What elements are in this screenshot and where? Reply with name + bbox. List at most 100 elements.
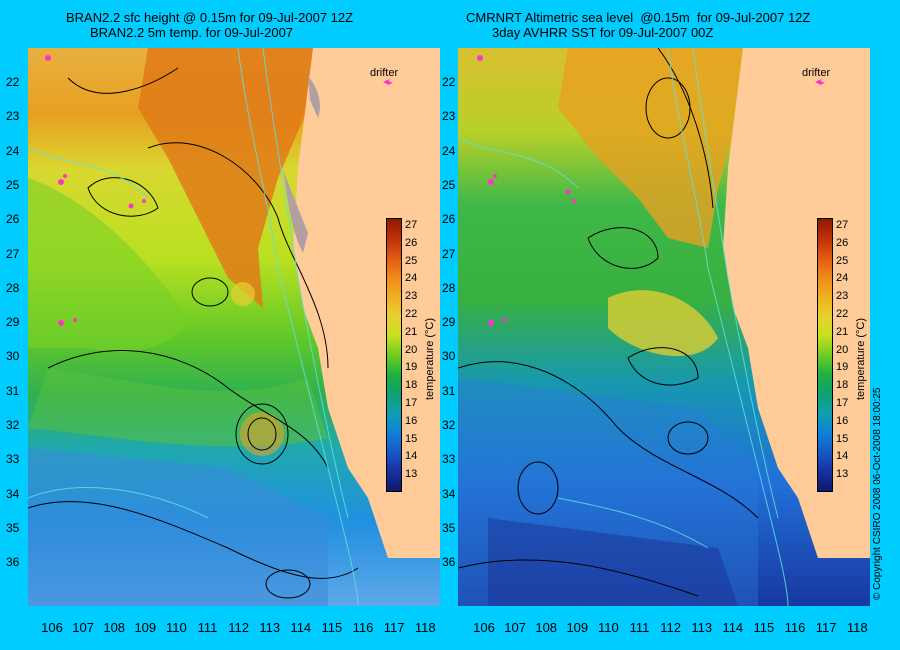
longitude-label: 113 [259,620,281,635]
latitude-label: 33 [6,452,20,467]
longitude-label: 115 [753,620,775,635]
latitude-label: 23 [442,109,456,124]
colorbar-title: temperature (°C) [424,317,436,400]
latitude-label: 32 [442,418,456,432]
left-drifter-marker-icon [383,79,393,85]
longitude-label: 106 [473,620,495,635]
latitude-label: 35 [6,520,20,535]
latitude-label: 24 [442,143,456,158]
longitude-label: 118 [846,620,868,635]
colorbar-tick-label: 23 [405,290,418,303]
longitude-label: 111 [629,620,650,635]
latitude-label: 24 [6,143,20,158]
colorbar-tick-label: 20 [836,343,849,356]
latitude-label: 26 [6,212,20,227]
colorbar-tick-label: 27 [836,219,849,231]
colorbar-tick-label: 20 [405,343,418,356]
colorbar-tick-label: 26 [836,236,849,249]
colorbar-tick-label: 24 [836,272,849,285]
latitude-label: 29 [6,315,20,330]
longitude-label: 109 [134,620,157,635]
colorbar-tick-label: 26 [405,236,418,249]
colorbar-title: temperature (°C) [855,317,867,400]
longitude-label: 114 [290,620,312,635]
colorbar-tick-label: 22 [836,308,849,320]
longitude-label: 106 [41,620,63,635]
colorbar-tick-label: 18 [836,379,849,392]
right-drifter-marker-icon [815,79,825,85]
longitude-label: 108 [103,620,126,635]
right-drifter-label: drifter [802,67,831,79]
latitude-label: 33 [442,452,456,467]
longitude-label: 116 [352,620,374,635]
colorbar-tick-label: 14 [405,450,418,463]
colorbar-tick-label: 17 [405,397,418,409]
left-drifter-label: drifter [370,67,399,79]
longitude-label: 109 [566,620,589,635]
colorbar-tick-label: 24 [405,272,418,285]
latitude-label: 28 [442,280,456,295]
colorbar-tick-label: 14 [836,450,849,463]
colorbar-tick-label: 18 [405,379,418,392]
latitude-label: 30 [6,349,20,364]
latitude-label: 30 [442,349,456,364]
colorbar-gradient [817,218,833,492]
longitude-label: 118 [414,620,436,635]
colorbar-tick-label: 13 [836,468,849,481]
longitude-label: 110 [598,620,619,635]
longitude-label: 111 [197,620,218,635]
latitude-label: 22 [6,75,20,89]
latitude-label: 31 [442,383,456,398]
longitude-label: 110 [166,620,187,635]
latitude-label: 26 [442,212,456,227]
left-map-panel [28,48,440,606]
left-title-line1: BRAN2.2 sfc height @ 0.15m for 09-Jul-20… [66,10,354,25]
latitude-label: 25 [6,177,20,192]
longitude-label: 116 [784,620,806,635]
latitude-label: 31 [6,383,20,398]
latitude-label: 35 [442,520,456,535]
colorbar-tick-label: 25 [836,254,849,267]
latitude-label: 23 [6,109,20,124]
longitude-label: 113 [691,620,713,635]
longitude-label: 107 [504,620,526,635]
longitude-label: 107 [72,620,94,635]
longitude-label: 117 [815,620,837,635]
longitude-label: 114 [722,620,744,635]
longitude-label: 112 [228,620,249,635]
colorbar-gradient [386,218,402,492]
colorbar-tick-label: 23 [836,290,849,303]
latitude-label: 28 [6,280,20,295]
longitude-label: 112 [660,620,681,635]
latitude-label: 34 [442,486,456,501]
colorbar-tick-label: 16 [836,414,849,427]
latitude-label: 36 [442,555,456,570]
colorbar-tick-label: 17 [836,397,849,409]
latitude-label: 27 [442,246,456,261]
latitude-label: 36 [6,555,20,570]
colorbar-tick-label: 21 [836,325,849,338]
latitude-label: 22 [442,75,456,89]
colorbar-tick-label: 15 [836,432,849,445]
right-title-line2: 3day AVHRR SST for 09-Jul-2007 00Z [492,25,714,40]
colorbar-tick-label: 13 [405,468,418,481]
left-map-image [28,48,440,606]
longitude-label: 108 [535,620,558,635]
latitude-label: 27 [6,246,20,261]
colorbar-tick-label: 22 [405,308,418,320]
colorbar-tick-label: 15 [405,432,418,445]
latitude-label: 25 [442,177,456,192]
copyright-notice: © Copyright CSIRO 2008 06-Oct-2008 18:00… [872,387,883,601]
right-title-line1: CMRNRT Altimetric sea level @0.15m for 0… [466,10,811,25]
colorbar-tick-label: 21 [405,325,418,338]
colorbar-tick-label: 19 [405,361,418,374]
colorbar-tick-label: 27 [405,219,418,231]
latitude-label: 34 [6,486,20,501]
right-map-panel [458,48,870,606]
right-map-image [458,48,870,606]
left-title-line2: BRAN2.2 5m temp. for 09-Jul-2007 [90,25,294,40]
longitude-label: 117 [383,620,405,635]
latitude-label: 32 [6,418,20,432]
latitude-label: 29 [442,315,456,330]
colorbar-tick-label: 25 [405,254,418,267]
